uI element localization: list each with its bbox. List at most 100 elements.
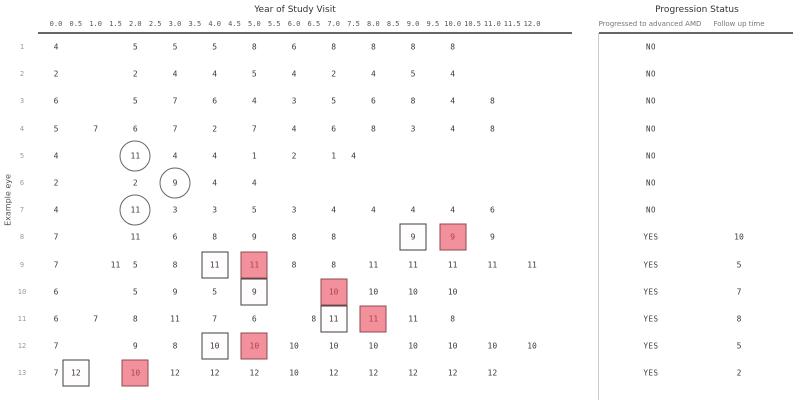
follow-up-time-value: 8 [736,314,742,324]
visit-value: 10 [130,368,141,378]
visit-value: 3 [410,124,416,134]
visit-value: 8 [291,232,297,242]
eye-row-label: 11 [17,315,27,323]
x-tick-label: 6.5 [307,20,321,28]
visit-value: 5 [132,96,138,106]
circled-visit-marker: 11 [119,194,151,226]
visit-value: 12 [71,368,81,378]
visit-value: 6 [331,124,337,134]
progression-visit-marker: 11 [240,251,268,279]
visit-value: 4 [450,96,456,106]
circled-visit-marker: 9 [159,167,191,199]
progressed-column-header: Progressed to advanced AMD [598,20,702,28]
visit-value: 10 [328,287,339,297]
visit-value: 8 [331,260,337,270]
x-tick-label: 0.0 [49,20,63,28]
follow-up-time-value: 5 [736,341,742,351]
visit-value: 5 [212,287,218,297]
eye-row-label: 13 [17,369,27,378]
progression-status-value: NO [645,205,657,215]
x-tick-label: 10.0 [444,20,462,28]
visit-value: 8 [450,42,456,52]
visit-value: 2 [53,178,59,188]
x-tick-label: 1.5 [109,20,122,28]
eye-row-label: 10 [17,287,27,296]
progression-visit-marker: 11 [359,305,387,333]
visit-value: 7 [53,260,59,270]
visit-value: 5 [410,69,416,79]
visit-value: 8 [212,232,218,242]
visit-value: 4 [212,178,218,188]
chart-axis-line [38,32,572,34]
progression-status-value: NO [645,42,657,52]
visit-value: 4 [450,205,456,215]
eye-row-label: 1 [19,43,25,51]
visit-value: 10 [289,368,299,378]
progression-visit-marker: 10 [121,359,149,387]
visit-value: 9 [172,287,178,297]
visit-value: 8 [410,42,416,52]
visit-value: 10 [408,341,418,351]
visit-value: 8 [172,260,178,270]
visit-value: 4 [172,151,178,161]
visit-value: 12 [368,368,379,378]
visit-value: 10 [368,287,379,297]
progression-status-value: YES [643,232,659,242]
visit-value: 2 [132,178,138,188]
follow-up-column-header: Follow up time [713,20,765,28]
visit-value: 11 [209,260,220,270]
visit-value: 4 [212,69,218,79]
visit-value: 7 [53,232,59,242]
visit-value: 7 [53,368,59,378]
follow-up-time-value: 10 [734,232,744,242]
visit-value: 7 [93,314,99,324]
visit-value: 12 [209,368,220,378]
follow-up-time-value: 2 [736,368,742,378]
visit-value: 11 [447,260,458,270]
visit-value: 4 [370,69,376,79]
visit-value: 5 [132,42,138,52]
visit-value: 12 [328,368,339,378]
visit-value: 12 [447,368,458,378]
progression-status-value: YES [643,314,659,324]
eye-row-label: 8 [19,233,25,242]
visit-value: 4 [212,151,218,161]
visit-value: 11 [328,314,339,324]
visit-value: 6 [53,96,59,106]
visit-value: 7 [93,124,99,134]
visit-value: 11 [368,314,379,324]
visit-value: 11 [130,151,141,161]
x-tick-label: 3.5 [188,20,202,28]
progression-panel-title: Progression Status [655,5,739,15]
eye-row-label: 9 [19,260,25,269]
x-tick-label: 4.5 [228,20,241,28]
x-tick-label: 9.5 [426,20,440,28]
visit-value: 5 [212,42,218,52]
visit-value: 8 [311,314,317,324]
visit-value: 7 [172,96,178,106]
visit-value: 10 [368,341,379,351]
visit-value: 6 [489,205,495,215]
x-tick-label: 3.0 [168,20,182,28]
visit-value: 6 [172,232,178,242]
visit-value: 6 [53,314,59,324]
eye-row-label: 12 [17,342,27,351]
visit-value: 4 [251,96,257,106]
visit-value: 6 [212,96,218,106]
visit-value: 11 [130,232,141,242]
visit-value: 2 [291,151,297,161]
eye-row-label: 2 [19,70,25,79]
x-tick-label: 12.0 [523,20,541,28]
visit-value: 9 [172,178,178,188]
visit-value: 9 [251,287,257,297]
outlined-visit-marker: 12 [62,359,90,387]
visit-value: 10 [328,341,339,351]
x-tick-label: 11.0 [483,20,501,28]
x-tick-label: 8.5 [386,20,400,28]
visit-value: 6 [53,287,59,297]
visit-value: 6 [291,42,297,52]
visit-value: 10 [447,287,458,297]
visit-value: 10 [447,341,458,351]
panel-separator-line [598,33,599,400]
